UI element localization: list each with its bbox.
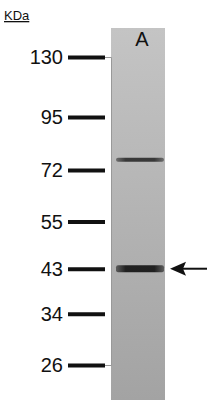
tick-mark xyxy=(68,116,105,120)
arrow xyxy=(170,262,207,276)
tick-mark xyxy=(68,364,105,368)
arrow-head xyxy=(170,262,186,276)
tick-label: 34 xyxy=(41,303,63,325)
tick-label: 55 xyxy=(41,211,63,233)
tick: 34 xyxy=(41,303,105,325)
lane-label: A xyxy=(135,28,149,50)
blot-chart: 26 34 43 55 72 95 130 KDa A xyxy=(0,0,221,400)
axis-title: KDa xyxy=(4,8,30,23)
tick-mark xyxy=(68,312,105,316)
band xyxy=(116,158,164,162)
tick: 43 xyxy=(41,258,105,280)
tick-label: 43 xyxy=(41,258,63,280)
y-axis: 26 34 43 55 72 95 130 xyxy=(30,46,112,376)
band xyxy=(116,265,164,272)
tick-mark xyxy=(68,169,105,173)
tick-label: 130 xyxy=(30,46,63,68)
bands xyxy=(116,158,164,272)
axis-line xyxy=(68,58,112,366)
tick: 26 xyxy=(41,354,105,376)
tick-mark xyxy=(68,56,105,60)
tick: 55 xyxy=(41,211,105,233)
tick-mark xyxy=(68,220,105,224)
tick-label: 26 xyxy=(41,354,63,376)
tick: 72 xyxy=(41,159,105,181)
tick-mark xyxy=(68,267,105,271)
tick-label: 72 xyxy=(41,159,63,181)
tick: 130 xyxy=(30,46,105,68)
gel-lane xyxy=(111,28,165,400)
lane-labels: A xyxy=(135,28,149,50)
tick-label: 95 xyxy=(41,106,63,128)
tick: 95 xyxy=(41,106,105,128)
arrow-shaft xyxy=(182,268,207,270)
